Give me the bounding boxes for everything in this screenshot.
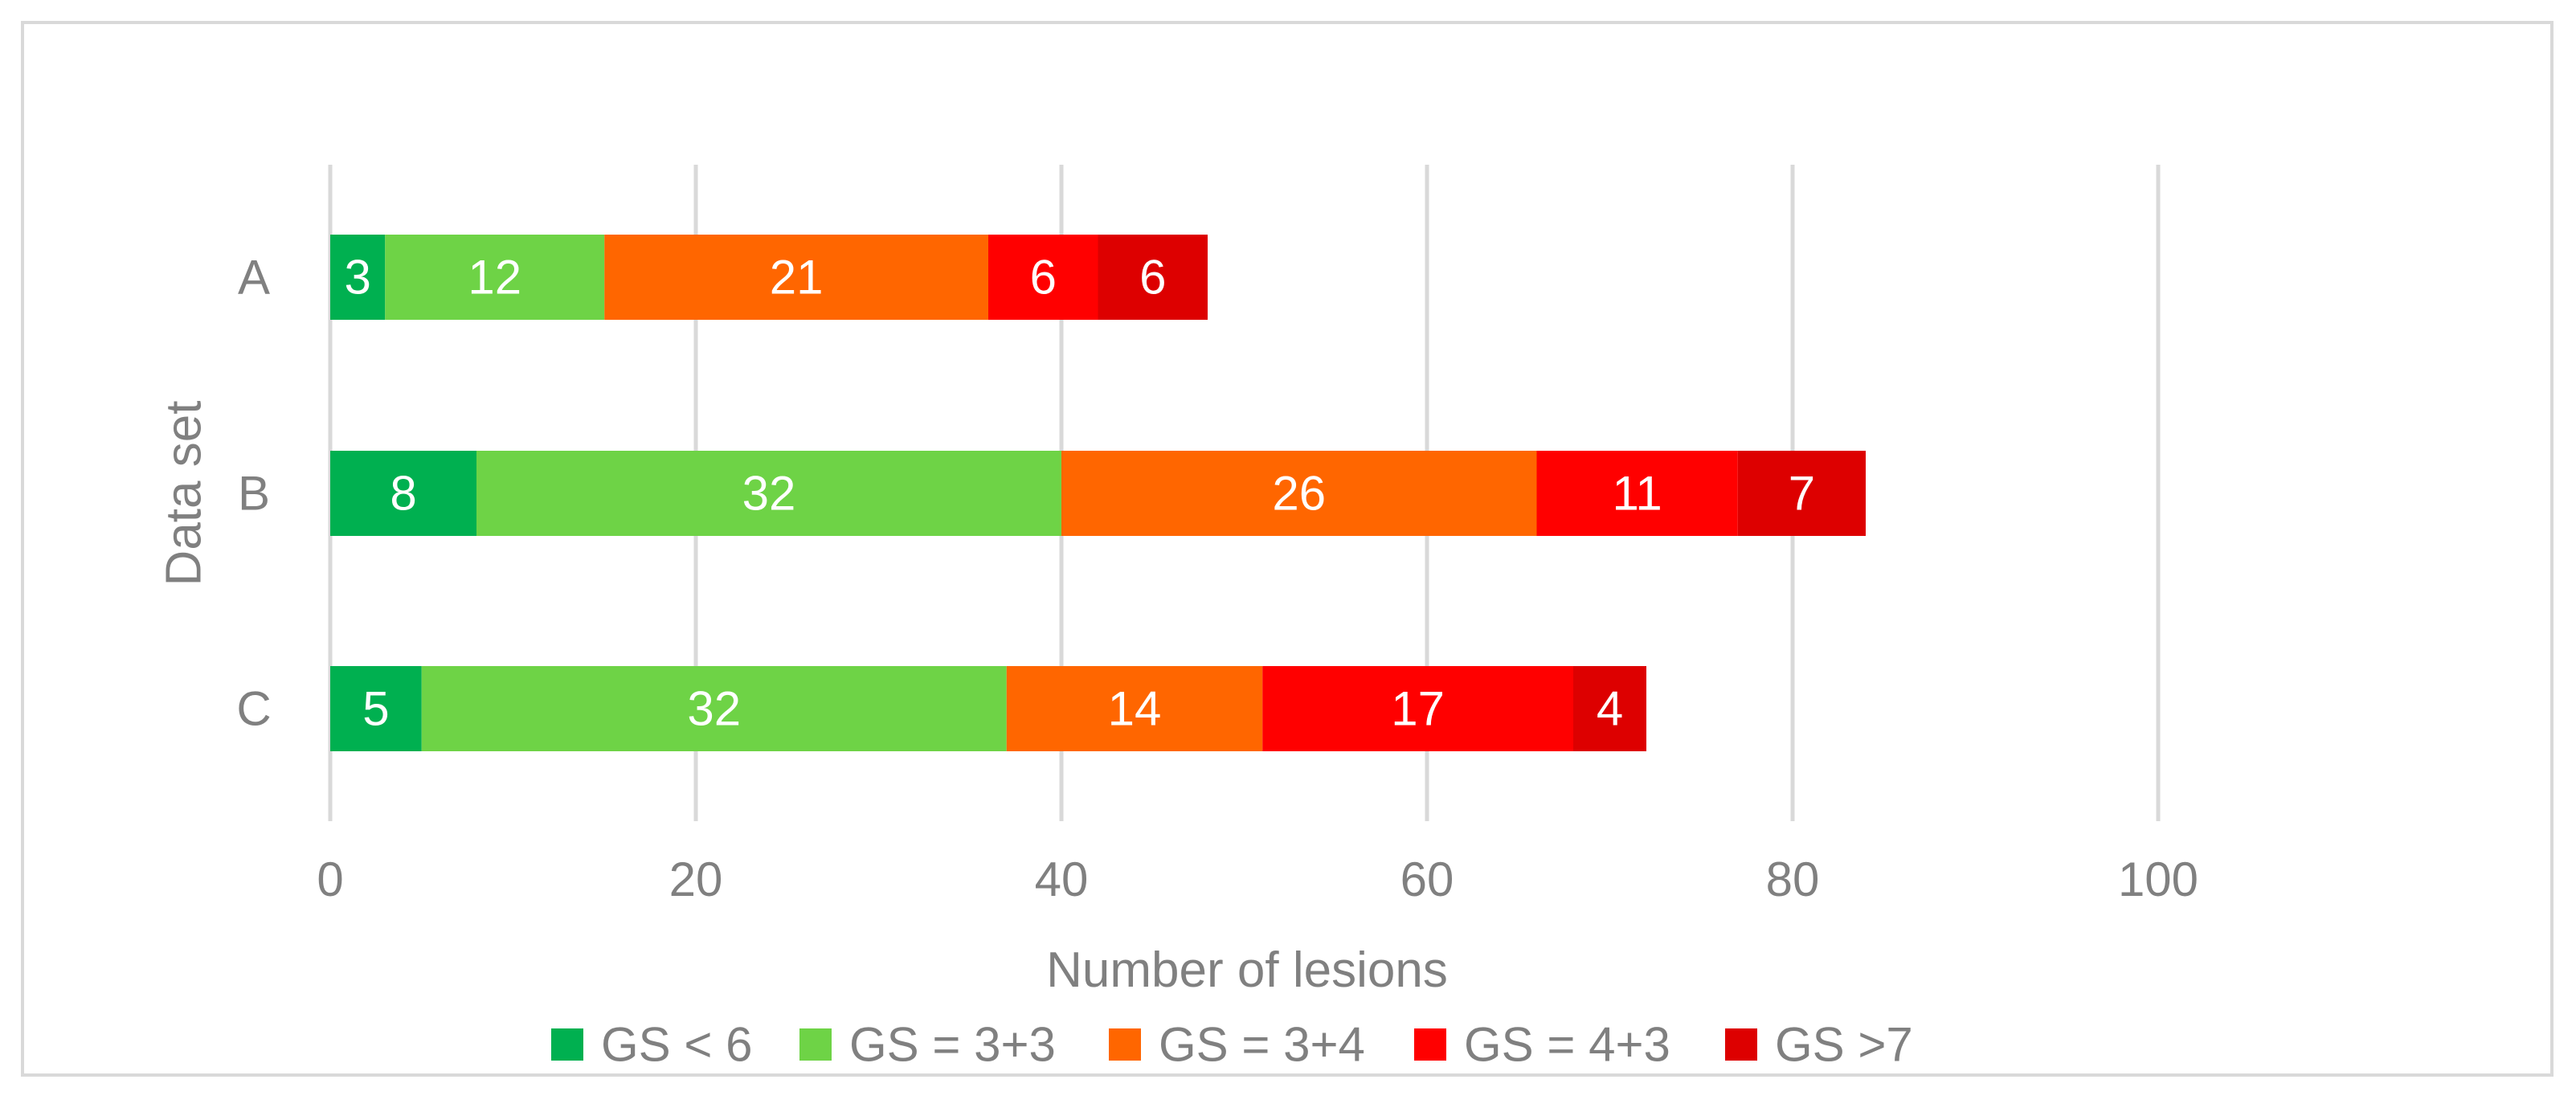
bar-segment — [1536, 451, 1738, 536]
x-tick-label: 100 — [2118, 852, 2198, 906]
data-label: 21 — [770, 251, 824, 305]
bar-segment — [385, 235, 605, 320]
y-category-label: A — [238, 251, 270, 305]
bar-segment — [604, 235, 988, 320]
bar-segment — [988, 235, 1098, 320]
x-tick-label: 40 — [1035, 852, 1089, 906]
data-label: 11 — [1612, 467, 1662, 521]
legend-swatch — [551, 1028, 583, 1061]
legend-swatch — [1109, 1028, 1141, 1061]
chart-frame — [21, 21, 2554, 1077]
legend-label: GS < 6 — [601, 1018, 752, 1072]
data-label: 26 — [1272, 467, 1326, 521]
bar-segment — [1737, 451, 1866, 536]
legend-swatch — [1414, 1028, 1446, 1061]
data-label: 12 — [468, 251, 521, 305]
data-label: 6 — [1030, 251, 1057, 305]
bar-segment — [476, 451, 1061, 536]
bar-segment — [330, 451, 476, 536]
bar-segment — [421, 666, 1007, 751]
legend-swatch — [1725, 1028, 1757, 1061]
legend-label: GS = 4+3 — [1464, 1018, 1670, 1072]
bar-segment — [1262, 666, 1573, 751]
x-axis-title: Number of lesions — [1046, 942, 1448, 998]
data-label: 14 — [1108, 682, 1162, 736]
x-tick-label: 20 — [669, 852, 723, 906]
bar-segment — [1006, 666, 1263, 751]
data-label: 32 — [687, 682, 741, 736]
y-category-label: B — [238, 467, 270, 521]
data-label: 5 — [362, 682, 389, 736]
y-axis-title: Data set — [157, 401, 212, 587]
data-label: 17 — [1391, 682, 1445, 736]
data-label: 4 — [1597, 682, 1623, 736]
data-label: 7 — [1789, 467, 1815, 521]
legend-label: GS >7 — [1775, 1018, 1913, 1072]
legend-swatch — [799, 1028, 832, 1061]
y-category-label: C — [236, 682, 271, 736]
x-tick-label: 60 — [1400, 852, 1454, 906]
bar-segment — [1098, 235, 1208, 320]
bar-segment — [330, 666, 422, 751]
x-tick-label: 80 — [1766, 852, 1820, 906]
data-label: 8 — [390, 467, 416, 521]
bar-segment — [1061, 451, 1537, 536]
bar-segment — [1573, 666, 1646, 751]
x-tick-label: 0 — [317, 852, 343, 906]
bar-segment — [330, 235, 386, 320]
legend-label: GS = 3+4 — [1159, 1018, 1365, 1072]
data-label: 6 — [1139, 251, 1166, 305]
data-label: 3 — [344, 251, 370, 305]
legend-label: GS = 3+3 — [849, 1018, 1056, 1072]
data-label: 32 — [742, 467, 796, 521]
